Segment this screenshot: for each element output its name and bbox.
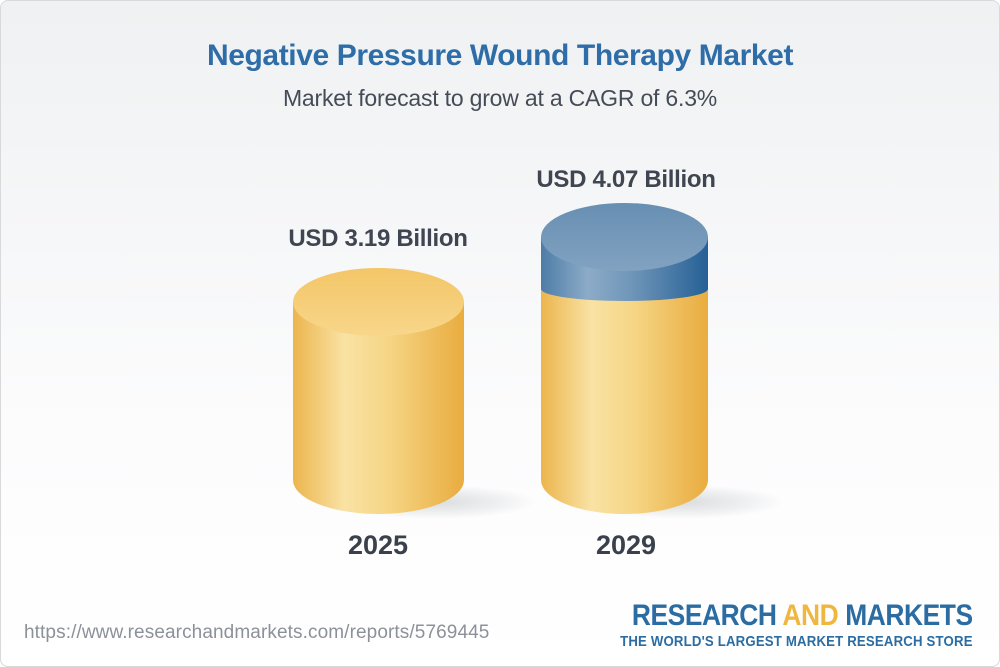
value-label-2025: USD 3.19 Billion [288, 225, 468, 252]
page-subtitle: Market forecast to grow at a CAGR of 6.3… [282, 85, 718, 111]
cylinder-2025-side [293, 302, 464, 514]
cylinder-2025-top [293, 268, 464, 336]
logo-wordmark: RESEARCH AND MARKETS [620, 600, 973, 632]
value-label-2029: USD 4.07 Billion [536, 166, 716, 193]
logo-word-and: AND [782, 599, 839, 632]
research-and-markets-logo: RESEARCH AND MARKETS THE WORLD'S LARGEST… [620, 600, 973, 651]
year-label-2029: 2029 [595, 530, 657, 560]
cylinder-2029-gold-side [541, 289, 708, 514]
cylinder-2025 [293, 268, 464, 514]
cylinder-2029 [541, 203, 708, 514]
logo-tagline: THE WORLD'S LARGEST MARKET RESEARCH STOR… [620, 633, 973, 650]
logo-word-markets: MARKETS [845, 599, 974, 632]
logo-word-research: RESEARCH [632, 599, 777, 632]
page-title: Negative Pressure Wound Therapy Market [206, 39, 794, 72]
cylinder-2029-top [541, 203, 708, 271]
report-url: https://www.researchandmarkets.com/repor… [24, 622, 490, 643]
year-label-2025: 2025 [347, 530, 409, 560]
